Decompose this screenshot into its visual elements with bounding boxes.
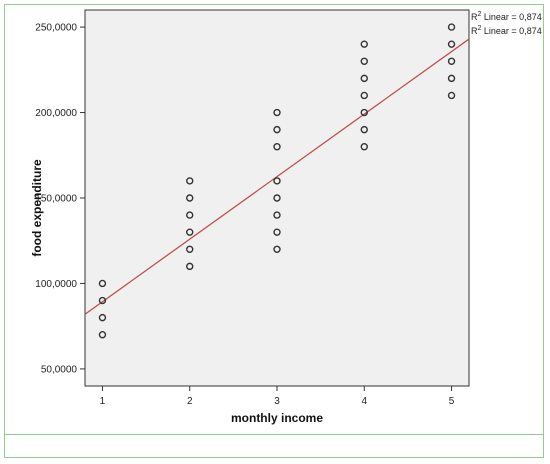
data-point [98, 331, 107, 339]
x-tick-label: 4 [361, 396, 367, 407]
y-tick-label: 150,0000 [35, 194, 77, 205]
fit-line [84, 38, 470, 315]
data-point [447, 91, 456, 100]
data-point [186, 194, 194, 202]
data-point [273, 108, 281, 117]
data-point [273, 143, 281, 151]
x-tick-label: 3 [274, 396, 280, 407]
data-point [360, 91, 368, 100]
y-axis: 50,0000 100,0000 150,0000 200,0000 250,0000 [35, 23, 85, 375]
x-tick-label: 1 [100, 396, 106, 407]
data-point [186, 177, 194, 185]
data-point [98, 279, 107, 288]
data-point [447, 57, 456, 65]
y-tick-label: 100,0000 [35, 279, 77, 290]
x-axis-title: monthly income [231, 411, 323, 425]
data-point [360, 125, 368, 134]
data-point [98, 313, 107, 322]
data-point [360, 74, 368, 83]
data-point [360, 40, 368, 48]
y-axis-title: food expenditure [30, 159, 44, 257]
plot-area [84, 9, 470, 387]
fit-line-layer [84, 38, 470, 315]
data-point [360, 143, 368, 151]
data-point [273, 177, 281, 185]
y-tick-label: 200,0000 [35, 108, 77, 119]
legend-entry: R2 Linear = 0,874 [471, 11, 542, 22]
frame-divider [4, 434, 544, 435]
y-tick-label: 50,0000 [41, 364, 78, 375]
data-point [186, 245, 194, 253]
data-point [186, 262, 194, 271]
data-point [273, 125, 281, 134]
data-point [273, 245, 281, 253]
data-point [447, 40, 456, 48]
data-point [447, 74, 456, 83]
data-point [360, 108, 368, 117]
data-point [98, 296, 107, 305]
data-point [186, 228, 194, 236]
legend: R2 Linear = 0,874 R2 Linear = 0,874 [471, 11, 542, 36]
points-layer [98, 23, 456, 339]
data-point [360, 57, 368, 65]
legend-entry: R2 Linear = 0,874 [471, 25, 542, 36]
data-point [273, 194, 281, 202]
x-tick-label: 2 [187, 396, 193, 407]
x-axis: 1 2 3 4 5 [100, 386, 455, 407]
data-point [447, 23, 456, 31]
x-tick-label: 5 [449, 396, 455, 407]
data-point [186, 211, 194, 219]
y-tick-label: 250,0000 [35, 23, 77, 34]
data-point [273, 211, 281, 219]
data-point [273, 228, 281, 236]
